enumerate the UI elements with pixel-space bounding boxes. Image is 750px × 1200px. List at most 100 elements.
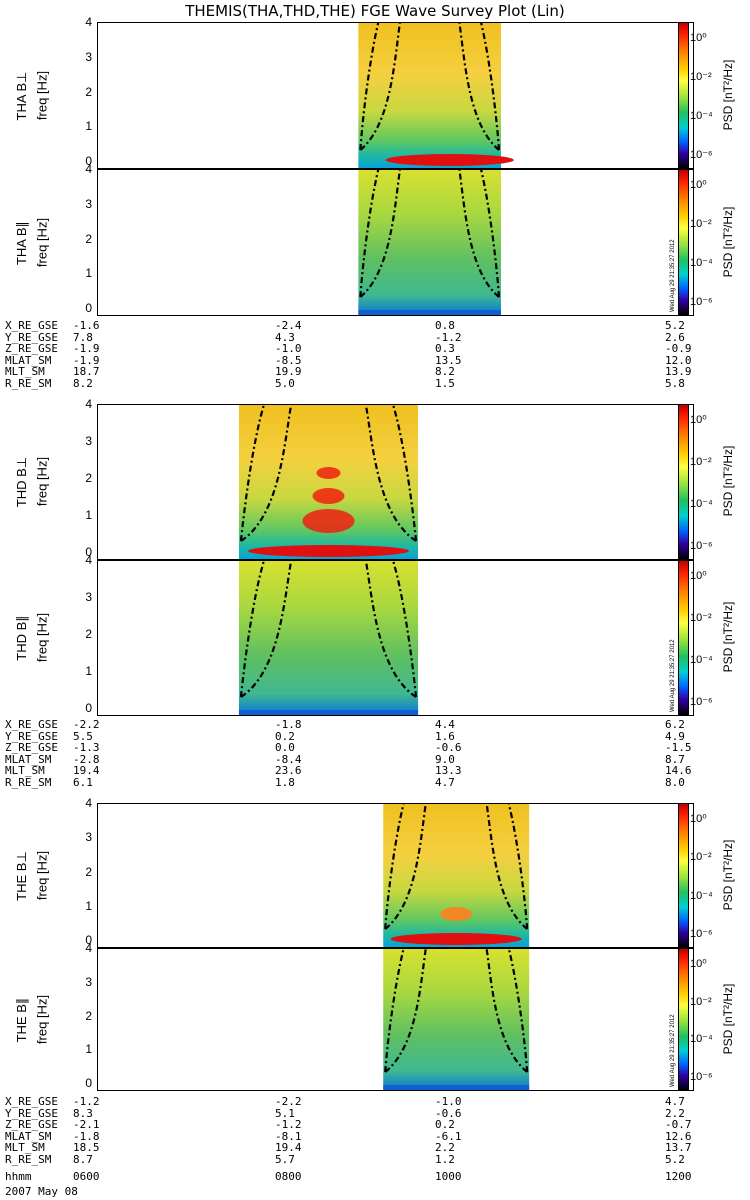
ephemeris-value: -2.8 bbox=[73, 752, 100, 766]
freq-tick-label: 0 bbox=[85, 301, 92, 315]
ephemeris-row: Z_RE_GSE -1.9 -1.0 0.3 -0.9 bbox=[5, 343, 735, 355]
panel-label: THA B∥ bbox=[14, 220, 29, 265]
ephemeris-value: 12.0 bbox=[665, 353, 692, 367]
freq-tick-label: 4 bbox=[85, 162, 92, 176]
colorbar-tick: 10⁻² bbox=[690, 612, 712, 624]
time-axis: hhmm 0600 0800 1000 1200 bbox=[5, 1171, 735, 1183]
ephemeris-value: 13.5 bbox=[435, 353, 462, 367]
colorbar-label: PSD [nT²/Hz] bbox=[721, 445, 735, 517]
ephemeris-name: MLT_SM bbox=[5, 764, 45, 778]
ephemeris-value: 19.4 bbox=[275, 1141, 302, 1155]
low-freq-band bbox=[247, 545, 410, 557]
gyrofrequency-curve bbox=[240, 405, 417, 542]
freq-tick-label: 2 bbox=[85, 864, 92, 879]
ephemeris-value: 5.5 bbox=[73, 729, 93, 743]
chart-title: THEMIS(THA,THD,THE) FGE Wave Survey Plot… bbox=[185, 2, 565, 20]
ephemeris-value: 13.9 bbox=[665, 365, 692, 379]
ephemeris-value: 13.7 bbox=[665, 1141, 692, 1155]
ephemeris-value: 13.3 bbox=[435, 764, 462, 778]
freq-tick-label: 4 bbox=[85, 15, 92, 29]
ephemeris-row: Y_RE_GSE 5.5 0.2 1.6 4.9 bbox=[5, 729, 735, 743]
freq-tick-label: 2 bbox=[85, 231, 92, 246]
colorbar-tick: 10⁻⁶ bbox=[690, 696, 713, 708]
colorbar-tick: 10⁻⁶ bbox=[690, 149, 713, 161]
panel-label: THE B⊥ bbox=[14, 850, 29, 901]
colorbar-label: PSD [nT²/Hz] bbox=[721, 59, 735, 130]
ephemeris-name: X_RE_GSE bbox=[5, 319, 58, 332]
ephemeris-value: -1.0 bbox=[275, 342, 302, 356]
spectrogram-data bbox=[358, 23, 501, 168]
colorbar-tick: 10⁰ bbox=[690, 813, 707, 825]
ephemeris-value: -1.6 bbox=[73, 319, 100, 332]
ephemeris-value: -1.9 bbox=[73, 342, 100, 356]
colorbar-tick: 10⁻² bbox=[690, 456, 712, 468]
spectrogram-data bbox=[358, 170, 501, 315]
panel-label: THD B⊥ bbox=[14, 456, 29, 508]
ephemeris-value: 5.2 bbox=[665, 1152, 685, 1166]
ephemeris-value: 0.0 bbox=[275, 741, 295, 755]
colorbar bbox=[678, 560, 689, 716]
ephemeris-value: 1.6 bbox=[435, 729, 455, 743]
freq-axis-label: freq [Hz] bbox=[34, 217, 50, 267]
colorbar-tick: 10⁰ bbox=[690, 179, 707, 191]
ephemeris-value: -6.1 bbox=[435, 1129, 462, 1143]
freq-tick-label: 2 bbox=[85, 84, 92, 99]
spectrogram-data bbox=[238, 405, 419, 559]
ephemeris-value: 19.4 bbox=[73, 764, 100, 778]
ephemeris-value: -1.2 bbox=[435, 330, 462, 344]
ephemeris-value: -1.2 bbox=[275, 1118, 302, 1132]
low-freq-band bbox=[358, 310, 501, 315]
freq-tick-label: 4 bbox=[85, 553, 92, 567]
freq-axis-label: freq [Hz] bbox=[34, 850, 50, 900]
colorbar-tick: 10⁰ bbox=[690, 570, 707, 582]
timestamp-label: Wed Aug 29 21:35:27 2012 bbox=[670, 1014, 676, 1087]
spectrogram-plot bbox=[97, 22, 694, 169]
ephemeris-name: MLT_SM bbox=[5, 1141, 45, 1155]
gyrofrequency-curve bbox=[240, 561, 417, 698]
ephemeris-value: -2.4 bbox=[275, 319, 302, 332]
ephemeris-value: 4.9 bbox=[665, 729, 685, 743]
colorbar-tick: 10⁻⁶ bbox=[690, 1071, 713, 1083]
ephemeris-value: 7.8 bbox=[73, 330, 93, 344]
freq-tick-label: 0 bbox=[85, 933, 92, 947]
freq-axis-label: freq [Hz] bbox=[34, 456, 50, 507]
low-freq-band bbox=[385, 154, 514, 166]
ephemeris-value: -0.6 bbox=[435, 1106, 462, 1120]
ephemeris-table: X_RE_GSE -2.2 -1.8 4.4 6.2 Y_RE_GSE 5.5 0.2 1.6 4… bbox=[5, 719, 735, 789]
low-freq-band bbox=[383, 1085, 530, 1090]
colorbar bbox=[678, 404, 689, 560]
freq-tick-label: 2 bbox=[85, 1008, 92, 1023]
ephemeris-value: 0800 bbox=[275, 1170, 302, 1183]
ephemeris-value: -8.1 bbox=[275, 1129, 302, 1143]
freq-tick-label: 1 bbox=[85, 898, 92, 913]
harmonic-blob bbox=[312, 488, 345, 504]
ephemeris-row: MLT_SM 18.5 19.4 2.2 13.7 bbox=[5, 1142, 735, 1154]
colorbar-tick: 10⁻⁴ bbox=[690, 257, 713, 269]
colorbar-tick: 10⁻⁶ bbox=[690, 928, 713, 940]
ephemeris-value: -1.9 bbox=[73, 353, 100, 367]
colorbar-tick: 10⁻⁶ bbox=[690, 296, 713, 308]
freq-tick-label: 3 bbox=[85, 590, 92, 604]
ephemeris-value: 2.6 bbox=[665, 330, 685, 344]
ephemeris-table: X_RE_GSE -1.2 -2.2 -1.0 4.7 Y_RE_GSE 8.3 5.1 -0.… bbox=[5, 1096, 735, 1166]
gyrofrequency-curve bbox=[239, 561, 418, 698]
gyrofrequency-curve bbox=[239, 405, 418, 542]
ephemeris-value: 6.1 bbox=[73, 775, 93, 789]
colorbar bbox=[678, 169, 689, 316]
gyrofrequency-curve bbox=[359, 170, 500, 298]
colorbar bbox=[678, 948, 689, 1091]
ephemeris-name: R_RE_SM bbox=[5, 376, 52, 390]
freq-tick-label: 0 bbox=[85, 701, 92, 715]
freq-tick-label: 1 bbox=[85, 664, 92, 678]
gyrofrequency-curve bbox=[384, 804, 528, 930]
ephemeris-value: 8.7 bbox=[73, 1152, 93, 1166]
time-axis-row: hhmm 0600 0800 1000 1200 bbox=[5, 1171, 735, 1183]
colorbar-tick: 10⁻⁴ bbox=[690, 1033, 713, 1046]
ephemeris-name: hhmm bbox=[5, 1170, 32, 1183]
ephemeris-value: 0.3 bbox=[435, 342, 455, 356]
ephemeris-value: -2.2 bbox=[275, 1095, 302, 1108]
ephemeris-table: X_RE_GSE -1.6 -2.4 0.8 5.2 Y_RE_GSE 7.8 4.3 -1.2… bbox=[5, 320, 735, 390]
ephemeris-value: -1.8 bbox=[275, 718, 302, 731]
ephemeris-value: -1.3 bbox=[73, 741, 100, 755]
ephemeris-value: 4.7 bbox=[435, 775, 455, 789]
